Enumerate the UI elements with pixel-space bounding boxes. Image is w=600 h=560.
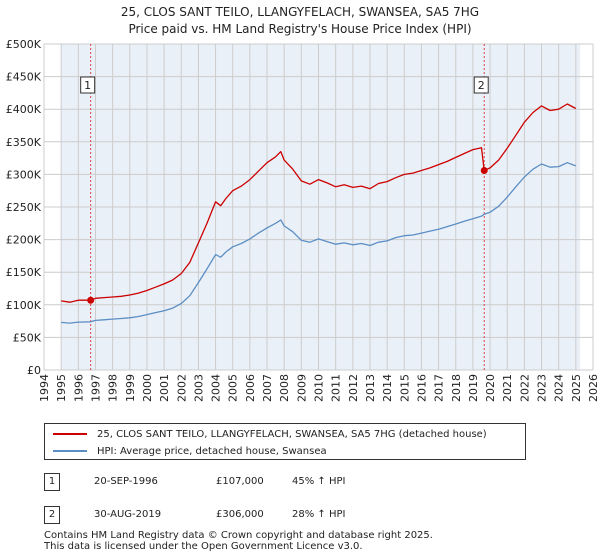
- y-tick-label: £250K: [6, 201, 42, 214]
- y-tick-label: £50K: [13, 331, 42, 344]
- x-tick-label: 2008: [278, 374, 291, 402]
- legend-swatch-property: [53, 433, 87, 435]
- x-tick-label: 1995: [55, 374, 68, 402]
- sale-point: [87, 296, 95, 304]
- y-tick-label: £350K: [6, 136, 42, 149]
- x-tick-label: 2017: [433, 374, 446, 402]
- sale-price: £107,000: [216, 476, 264, 487]
- y-tick-label: £0: [27, 364, 41, 377]
- x-tick-label: 2010: [313, 374, 326, 402]
- x-tick-label: 2015: [398, 374, 411, 402]
- sale-hpi-diff: 45% ↑ HPI: [292, 476, 346, 487]
- legend-label-hpi: HPI: Average price, detached house, Swan…: [97, 445, 327, 457]
- sale-price: £306,000: [216, 509, 264, 520]
- chart-title-line1: 25, CLOS SANT TEILO, LLANGYFELACH, SWANS…: [121, 5, 479, 19]
- sale-annotation-box: [473, 76, 489, 94]
- x-tick-label: 1998: [107, 374, 120, 402]
- sale-annotation-box: [80, 76, 96, 94]
- footer-licence: This data is licensed under the Open Gov…: [44, 541, 363, 552]
- legend-item-property: 25, CLOS SANT TEILO, LLANGYFELACH, SWANS…: [53, 426, 487, 442]
- chart-legend: 25, CLOS SANT TEILO, LLANGYFELACH, SWANS…: [44, 423, 526, 460]
- y-tick-label: £300K: [6, 168, 42, 181]
- x-tick-label: 2019: [467, 374, 480, 402]
- y-tick-label: £400K: [6, 103, 42, 116]
- x-tick-label: 1997: [89, 374, 102, 402]
- x-tick-label: 2023: [536, 374, 549, 402]
- x-tick-label: 2003: [192, 374, 205, 402]
- x-tick-label: 2012: [347, 374, 360, 402]
- footer-copyright: Contains HM Land Registry data © Crown c…: [44, 530, 433, 541]
- x-tick-label: 2011: [330, 374, 343, 402]
- x-tick-label: 2026: [587, 374, 600, 402]
- x-tick-label: 2018: [450, 374, 463, 402]
- sale-date: 20-SEP-1996: [94, 476, 158, 487]
- legend-label-property: 25, CLOS SANT TEILO, LLANGYFELACH, SWANS…: [97, 428, 487, 440]
- x-tick-label: 1996: [72, 374, 85, 402]
- y-tick-label: £150K: [6, 266, 42, 279]
- sale-marker-label: 1: [44, 473, 60, 491]
- x-tick-label: 2025: [570, 374, 583, 402]
- y-tick-label: £450K: [6, 71, 42, 84]
- x-tick-label: 2009: [295, 374, 308, 402]
- y-tick-label: £500K: [6, 38, 42, 51]
- sale-point: [480, 166, 488, 174]
- x-tick-label: 2006: [244, 374, 257, 402]
- x-tick-label: 2004: [210, 374, 223, 402]
- price-chart: 25, CLOS SANT TEILO, LLANGYFELACH, SWANS…: [6, 5, 600, 402]
- chart-title-line2: Price paid vs. HM Land Registry's House …: [128, 22, 471, 36]
- sale-marker-label: 2: [44, 506, 60, 524]
- footer-notice: Contains HM Land Registry data © Crown c…: [44, 530, 433, 552]
- x-tick-label: 2021: [501, 374, 514, 402]
- sale-hpi-diff: 28% ↑ HPI: [292, 509, 346, 520]
- sale-date: 30-AUG-2019: [94, 509, 162, 520]
- x-tick-label: 2016: [415, 374, 428, 402]
- x-tick-label: 1999: [124, 374, 137, 402]
- legend-item-hpi: HPI: Average price, detached house, Swan…: [53, 443, 327, 459]
- x-tick-label: 2022: [518, 374, 531, 402]
- x-tick-label: 2000: [141, 374, 154, 402]
- x-tick-label: 2014: [381, 374, 394, 402]
- x-tick-label: 2013: [364, 374, 377, 402]
- x-tick-label: 2005: [227, 374, 240, 402]
- hpi-line: [61, 162, 577, 324]
- x-tick-label: 2024: [553, 374, 566, 402]
- sale-annotation-label: 1: [84, 79, 91, 92]
- legend-swatch-hpi: [53, 450, 87, 452]
- y-tick-label: £100K: [6, 299, 42, 312]
- y-tick-label: £200K: [6, 234, 42, 247]
- x-tick-label: 1994: [38, 374, 51, 402]
- sale-annotation-label: 2: [478, 79, 485, 92]
- x-tick-label: 2002: [175, 374, 188, 402]
- x-tick-label: 2007: [261, 374, 274, 402]
- x-tick-label: 2001: [158, 374, 171, 402]
- x-tick-label: 2020: [484, 374, 497, 402]
